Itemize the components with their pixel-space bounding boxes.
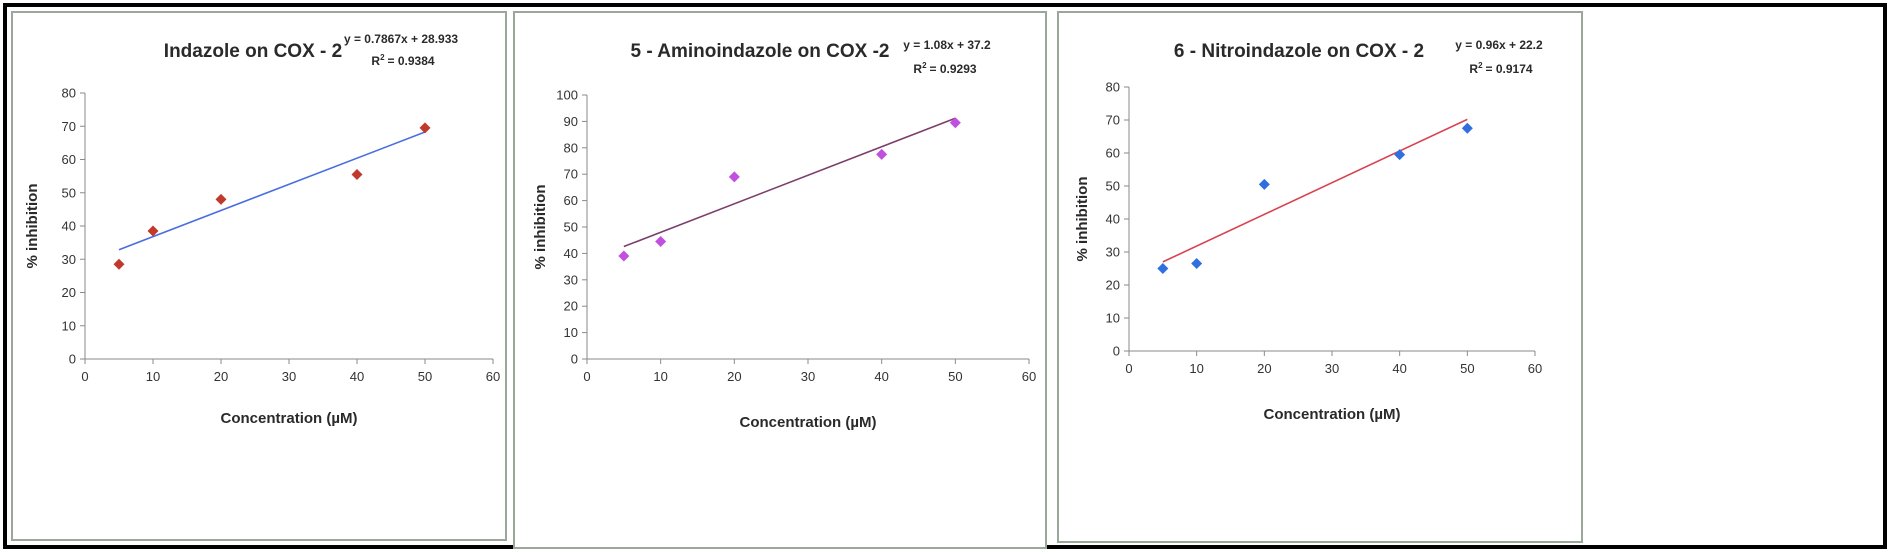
data-point — [1258, 178, 1270, 190]
y-axis-label: % inhibition — [1074, 177, 1091, 262]
x-tick-label: 20 — [214, 369, 228, 384]
regression-equation: y = 0.7867x + 28.933 — [344, 32, 458, 46]
x-tick-label: 30 — [801, 369, 815, 384]
data-point — [876, 148, 888, 160]
chart-title: Indazole on COX - 2 — [164, 41, 342, 62]
r-squared-exponent: 2 — [922, 61, 927, 70]
x-tick-label: 10 — [1189, 361, 1203, 376]
r-squared-value: = 0.9384 — [388, 54, 435, 68]
trendline — [118, 131, 426, 251]
y-tick-label: 60 — [1106, 146, 1120, 161]
y-axis-label: % inhibition — [24, 184, 41, 269]
x-tick-label: 40 — [874, 369, 888, 384]
data-point — [147, 225, 159, 237]
data-point — [113, 258, 125, 270]
r-squared-symbol: R — [1469, 62, 1478, 76]
y-tick-label: 10 — [1106, 311, 1120, 326]
chart-svg: Indazole on COX - 2y = 0.7867x + 28.933 R… — [24, 32, 500, 427]
y-tick-label: 0 — [571, 352, 578, 367]
x-tick-label: 10 — [653, 369, 667, 384]
y-tick-label: 60 — [62, 152, 76, 167]
y-tick-label: 80 — [564, 140, 578, 155]
chart-svg: 6 - Nitroindazole on COX - 2 y = 0.96x + … — [1074, 38, 1543, 423]
x-tick-label: 0 — [583, 369, 590, 384]
chart-panel-nitroindazole: 6 - Nitroindazole on COX - 2 y = 0.96x + … — [1057, 11, 1583, 543]
y-tick-label: 20 — [62, 285, 76, 300]
trendline — [623, 117, 956, 248]
y-tick-label: 50 — [1106, 179, 1120, 194]
r-squared-label: R2 = 0.9174 — [1469, 61, 1532, 76]
data-point — [1191, 258, 1203, 270]
x-tick-label: 40 — [350, 369, 364, 384]
data-point — [419, 122, 431, 134]
x-tick-label: 60 — [1022, 369, 1036, 384]
r-squared-symbol: R — [371, 54, 380, 68]
y-tick-label: 60 — [564, 193, 578, 208]
x-tick-label: 50 — [418, 369, 432, 384]
data-point — [655, 236, 667, 248]
y-tick-label: 20 — [1106, 278, 1120, 293]
data-point — [351, 168, 363, 180]
chart-panel-aminoindazole: 5 - Aminoindazole on COX -2 y = 1.08x + 3… — [513, 11, 1047, 549]
x-tick-label: 0 — [1125, 361, 1132, 376]
y-tick-label: 50 — [564, 220, 578, 235]
r-squared-symbol: R — [913, 62, 922, 76]
data-point — [728, 171, 740, 183]
x-tick-label: 60 — [1528, 361, 1542, 376]
y-tick-label: 40 — [1106, 212, 1120, 227]
data-point — [618, 250, 630, 262]
y-tick-label: 30 — [564, 272, 578, 287]
regression-equation: y = 0.96x + 22.2 — [1455, 38, 1543, 52]
r-squared-label: R2 = 0.9293 — [913, 61, 976, 76]
x-tick-label: 30 — [282, 369, 296, 384]
chart-title: 5 - Aminoindazole on COX -2 — [631, 41, 890, 62]
y-tick-label: 40 — [564, 246, 578, 261]
x-tick-label: 30 — [1325, 361, 1339, 376]
y-tick-label: 0 — [1113, 344, 1120, 359]
x-tick-label: 40 — [1392, 361, 1406, 376]
y-tick-label: 70 — [62, 119, 76, 134]
r-squared-exponent: 2 — [380, 53, 385, 62]
x-tick-label: 20 — [727, 369, 741, 384]
r-squared-value: = 0.9293 — [930, 62, 977, 76]
y-tick-label: 40 — [62, 219, 76, 234]
x-axis-label: Concentration (µM) — [1264, 406, 1401, 423]
y-tick-label: 30 — [62, 252, 76, 267]
data-point — [1461, 122, 1473, 134]
r-squared-exponent: 2 — [1478, 61, 1483, 70]
y-tick-label: 80 — [62, 86, 76, 101]
y-tick-label: 70 — [564, 167, 578, 182]
regression-equation: y = 1.08x + 37.2 — [903, 38, 991, 52]
y-tick-label: 20 — [564, 299, 578, 314]
x-axis-label: Concentration (µM) — [221, 410, 358, 427]
x-tick-label: 60 — [486, 369, 500, 384]
y-tick-label: 90 — [564, 114, 578, 129]
data-point — [1394, 149, 1406, 161]
x-axis-label: Concentration (µM) — [740, 414, 877, 431]
y-tick-label: 10 — [62, 318, 76, 333]
x-tick-label: 20 — [1257, 361, 1271, 376]
x-tick-label: 50 — [1460, 361, 1474, 376]
data-point — [1157, 263, 1169, 274]
y-tick-label: 80 — [1106, 80, 1120, 95]
data-point — [949, 117, 961, 129]
r-squared-value: = 0.9174 — [1486, 62, 1533, 76]
y-tick-label: 30 — [1106, 245, 1120, 260]
chart-title: 6 - Nitroindazole on COX - 2 — [1174, 41, 1424, 62]
trendline — [1162, 118, 1468, 263]
y-tick-label: 50 — [62, 185, 76, 200]
y-tick-label: 10 — [564, 325, 578, 340]
r-squared-label: R2 = 0.9384 — [371, 53, 434, 68]
y-tick-label: 100 — [556, 88, 578, 103]
y-tick-label: 70 — [1106, 113, 1120, 128]
y-axis-label: % inhibition — [532, 185, 549, 270]
x-tick-label: 0 — [81, 369, 88, 384]
y-tick-label: 0 — [69, 352, 76, 367]
chart-svg: 5 - Aminoindazole on COX -2 y = 1.08x + 3… — [532, 38, 1036, 431]
x-tick-label: 10 — [146, 369, 160, 384]
data-point — [215, 193, 227, 205]
x-tick-label: 50 — [948, 369, 962, 384]
